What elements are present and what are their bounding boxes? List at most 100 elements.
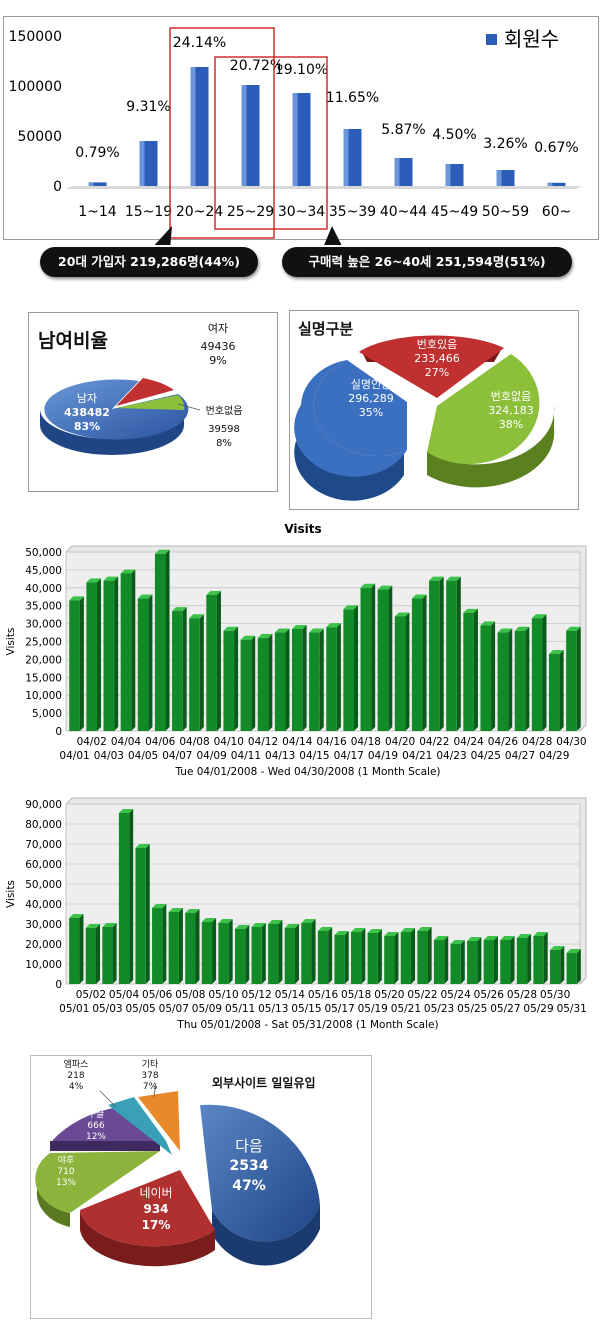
visit-bar	[463, 612, 474, 731]
ext-slice-yahoo	[35, 1151, 160, 1213]
no-number-value: 324,183	[488, 404, 534, 417]
visit-bar	[301, 923, 312, 984]
x-tick-label: 05/31	[557, 1003, 587, 1015]
visit-bar	[446, 580, 457, 731]
age-bar-highlight	[241, 85, 247, 186]
x-tick-label: 05/06	[142, 989, 173, 1001]
visit-bar-side	[182, 607, 187, 731]
age-bar-highlight	[547, 182, 553, 186]
no-number-label: 번호없음 324,183 38%	[474, 390, 548, 432]
y-tick-label: 100000	[9, 79, 62, 95]
y-tick-label: 5,000	[32, 708, 62, 720]
x-tick-label: 04/18	[351, 736, 381, 748]
x-tick-label: 04/08	[179, 736, 209, 748]
visit-bar	[351, 932, 362, 984]
visit-bar-side	[234, 626, 239, 731]
visit-bar	[500, 940, 511, 984]
y-tick-label: 20,000	[25, 654, 62, 666]
visit-bar-top	[234, 925, 250, 929]
x-tick-label: 04/19	[368, 750, 398, 762]
visit-bar-side	[394, 932, 399, 984]
x-tick-label: 04/11	[231, 750, 261, 762]
x-tick-label: 04/16	[316, 736, 347, 748]
yahoo-percent: 13%	[55, 1178, 76, 1188]
realname-depth-blue	[294, 405, 404, 501]
visit-bar-side	[145, 844, 150, 984]
visit-bar-side	[336, 623, 341, 731]
none-percent: 8%	[216, 438, 232, 449]
x-tick-label: 05/25	[457, 1003, 487, 1015]
visit-bar-side	[165, 549, 170, 731]
visit-bar-side	[460, 940, 465, 984]
visit-bar-side	[162, 904, 167, 984]
visit-bar	[274, 632, 286, 731]
visit-bar	[548, 654, 560, 731]
visit-bar-top	[514, 626, 530, 631]
visit-bar-top	[548, 650, 564, 655]
y-tick-label: 30,000	[25, 619, 62, 631]
visit-bar-top	[154, 549, 170, 554]
x-tick-label: 04/30	[556, 736, 586, 748]
april-visits-chart: 50,000 45,000 40,000 35,000 30,000 25,000 20,0…	[5, 522, 587, 778]
visit-bar-top	[429, 576, 444, 581]
female-label: 여자 49436 9%	[194, 322, 242, 368]
visit-bar	[102, 927, 113, 984]
visit-bar-side	[456, 576, 461, 731]
visit-bar-top	[483, 936, 498, 940]
visit-bar-top	[189, 614, 204, 619]
realname-slice-no-number	[427, 354, 540, 465]
google-label: 구글 666 12%	[80, 1110, 112, 1143]
visit-bar-top	[69, 914, 84, 918]
age-bar-highlight	[139, 141, 145, 186]
visit-bar-side	[560, 946, 565, 984]
legend-label: 회원수	[504, 27, 559, 51]
visit-bar-side	[427, 927, 432, 984]
visit-bar-top	[549, 946, 565, 950]
visit-bar-top	[343, 605, 359, 610]
y-tick-label: 10,000	[25, 959, 62, 971]
visit-bar-side	[542, 614, 547, 731]
no-number-percent: 38%	[498, 418, 524, 431]
visit-bar	[417, 931, 428, 984]
x-tick-label: 05/01	[59, 1003, 89, 1015]
x-tick-label: 05/10	[208, 989, 238, 1001]
verified-percent: 35%	[358, 406, 384, 419]
visit-bar-side	[576, 949, 581, 984]
visit-bar-side	[302, 624, 307, 731]
x-tick-label: 05/23	[424, 1003, 454, 1015]
visit-bar-top	[516, 934, 532, 938]
etc-name: 기타	[141, 1060, 159, 1070]
external-pie-chart	[35, 1082, 320, 1267]
visit-bar-side	[405, 612, 410, 731]
has-number-name: 번호있음	[416, 338, 458, 351]
visit-bar	[152, 908, 163, 984]
visit-bar-side	[79, 596, 84, 731]
visit-bar	[516, 938, 528, 984]
visit-bar-top	[135, 844, 150, 848]
visit-bar	[135, 848, 146, 984]
etc-label: 기타 378 7%	[136, 1060, 164, 1093]
visit-bar	[137, 598, 149, 731]
visit-bar	[201, 922, 213, 984]
visit-bar	[480, 625, 492, 731]
visit-bar	[284, 928, 295, 984]
y-tick-label: 10,000	[25, 690, 62, 702]
ext-slice-empas	[108, 1097, 172, 1155]
y-tick-label: 50,000	[25, 879, 62, 891]
visit-bar	[103, 580, 115, 731]
visit-bar-top	[251, 923, 266, 927]
visit-bar-side	[576, 626, 581, 731]
visit-bar	[168, 912, 179, 984]
x-tick-label: 04/10	[214, 736, 244, 748]
ext-slice-google	[52, 1107, 162, 1141]
visit-bar-side	[361, 928, 366, 984]
visit-bar	[206, 594, 217, 731]
daum-name: 다음	[235, 1137, 263, 1155]
visit-bar-side	[444, 936, 449, 984]
legend-swatch	[486, 34, 497, 45]
visit-bar	[531, 618, 543, 731]
visit-bar-top	[531, 614, 547, 619]
none-value: 39598	[208, 424, 240, 435]
empas-label: 엠파스 218 4%	[58, 1060, 94, 1093]
visit-bar-side	[96, 924, 101, 984]
